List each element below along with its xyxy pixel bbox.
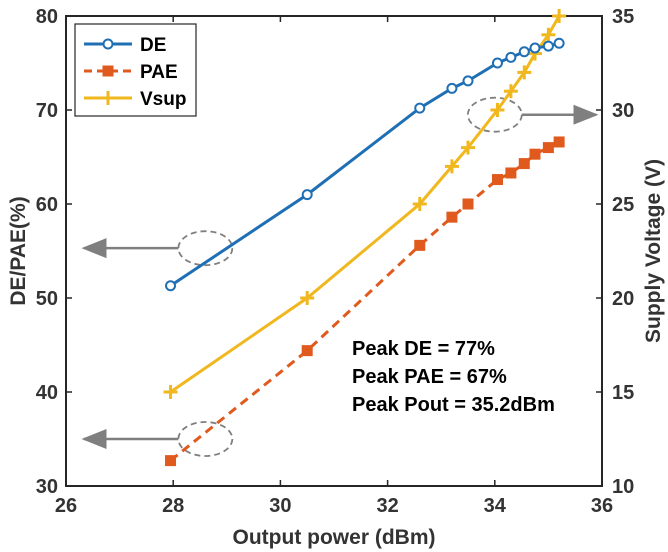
- x-tick-label: 30: [269, 495, 291, 517]
- point-vsup: [300, 291, 315, 305]
- point-pae: [301, 345, 313, 357]
- point-pae: [446, 211, 458, 223]
- y2-tick-label: 30: [612, 100, 634, 122]
- point-pae: [553, 136, 565, 148]
- callout-ellipse: [177, 230, 234, 267]
- point-pae: [165, 455, 177, 467]
- annotation-block: Peak DE = 77% Peak PAE = 67% Peak Pout =…: [352, 338, 555, 416]
- legend-box: [74, 23, 197, 117]
- legend-marker-pae: [102, 65, 114, 77]
- y-axis-title: DE/PAE(%): [7, 196, 30, 305]
- y-tick-label: 30: [36, 476, 58, 498]
- point-vsup: [517, 65, 532, 80]
- point-vsup: [503, 84, 518, 99]
- y-tick-label: 70: [36, 100, 58, 122]
- point-pae: [505, 167, 517, 179]
- y-tick-label: 80: [36, 6, 58, 28]
- legend-label-pae: PAE: [140, 62, 178, 83]
- point-pae: [518, 158, 530, 170]
- point-de: [414, 102, 426, 114]
- point-vsup: [444, 159, 459, 174]
- series-layer: [163, 9, 567, 467]
- y2-tick-label: 10: [612, 476, 634, 498]
- callout-ellipse: [177, 421, 234, 457]
- y-tick-label: 50: [36, 288, 58, 310]
- point-vsup: [163, 385, 178, 399]
- point-pae: [462, 198, 474, 210]
- y2-tick-label: 25: [612, 194, 634, 216]
- legend-label-vsup: Vsup: [140, 89, 186, 110]
- point-pae: [491, 174, 503, 186]
- point-de: [505, 51, 517, 63]
- annotation-peak-de: Peak DE = 77%: [352, 338, 495, 360]
- y2-tick-label: 35: [612, 6, 634, 28]
- y-tick-label: 60: [36, 194, 58, 216]
- point-vsup: [461, 140, 475, 155]
- legend-marker-de: [102, 38, 114, 50]
- point-de: [462, 75, 474, 87]
- point-de: [165, 280, 177, 292]
- x-tick-label: 26: [55, 495, 77, 517]
- point-vsup: [541, 27, 556, 42]
- x-tick-label: 32: [376, 495, 398, 517]
- point-vsup: [490, 103, 505, 117]
- x-tick-label: 36: [591, 495, 613, 517]
- y-tick-label: 40: [36, 382, 58, 404]
- point-de: [301, 189, 313, 201]
- x-axis-title: Output power (dBm): [233, 526, 436, 549]
- point-de: [529, 42, 541, 54]
- point-de: [518, 46, 530, 58]
- x-tick-label: 28: [162, 495, 184, 517]
- ticks-layer: 26 28 30 32 34 36 30 40 50 60 70 80 10 15 20 25 30 35: [36, 6, 635, 517]
- point-de: [491, 57, 503, 69]
- point-de: [553, 37, 565, 49]
- point-de: [542, 40, 554, 52]
- point-de: [446, 82, 458, 94]
- legend: DE PAE Vsup: [74, 23, 197, 117]
- y2-tick-label: 20: [612, 288, 634, 310]
- point-pae: [542, 142, 554, 154]
- y2-axis-title: Supply Voltage (V): [642, 159, 665, 343]
- y2-tick-label: 15: [612, 382, 634, 404]
- point-vsup: [552, 9, 567, 23]
- callouts: [81, 96, 599, 457]
- point-vsup: [412, 197, 427, 211]
- point-pae: [414, 239, 426, 251]
- annotation-peak-pout: Peak Pout = 35.2dBm: [352, 394, 555, 416]
- legend-label-de: DE: [140, 35, 166, 56]
- legend-marker-vsup: [101, 91, 115, 105]
- point-pae: [529, 148, 541, 160]
- annotation-peak-pae: Peak PAE = 67%: [352, 366, 507, 388]
- x-tick-label: 34: [484, 495, 507, 517]
